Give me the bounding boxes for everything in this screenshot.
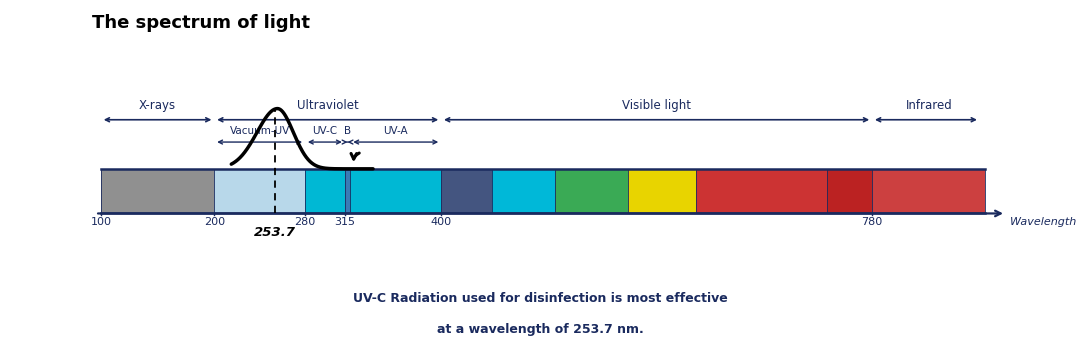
Text: 780: 780: [862, 217, 882, 227]
Text: 280: 280: [295, 217, 315, 227]
Text: Infrared: Infrared: [905, 99, 953, 112]
Text: UV-C Radiation used for disinfection is most effective: UV-C Radiation used for disinfection is …: [353, 292, 727, 305]
Text: Ultraviolet: Ultraviolet: [297, 99, 359, 112]
Text: 315: 315: [334, 217, 355, 227]
Text: 253.7: 253.7: [254, 226, 296, 239]
Text: X-rays: X-rays: [139, 99, 176, 112]
Text: at a wavelength of 253.7 nm.: at a wavelength of 253.7 nm.: [436, 323, 644, 336]
Bar: [100, 169, 214, 214]
Text: 400: 400: [431, 217, 451, 227]
Text: Vacuum-UV: Vacuum-UV: [230, 126, 289, 136]
Bar: [305, 169, 345, 214]
Bar: [697, 169, 826, 214]
Bar: [872, 169, 985, 214]
Bar: [441, 169, 492, 214]
Bar: [214, 169, 305, 214]
Bar: [492, 169, 554, 214]
Text: The spectrum of light: The spectrum of light: [92, 14, 310, 32]
Text: UV-A: UV-A: [383, 126, 408, 136]
Bar: [345, 169, 350, 214]
Text: UV-C: UV-C: [312, 126, 337, 136]
Text: Wavelength in nm: Wavelength in nm: [1011, 217, 1080, 227]
Bar: [350, 169, 441, 214]
Text: Visible light: Visible light: [622, 99, 691, 112]
Text: 100: 100: [91, 217, 111, 227]
Bar: [629, 169, 697, 214]
Bar: [554, 169, 629, 214]
Text: 200: 200: [204, 217, 225, 227]
Bar: [826, 169, 872, 214]
Text: B: B: [345, 126, 351, 136]
